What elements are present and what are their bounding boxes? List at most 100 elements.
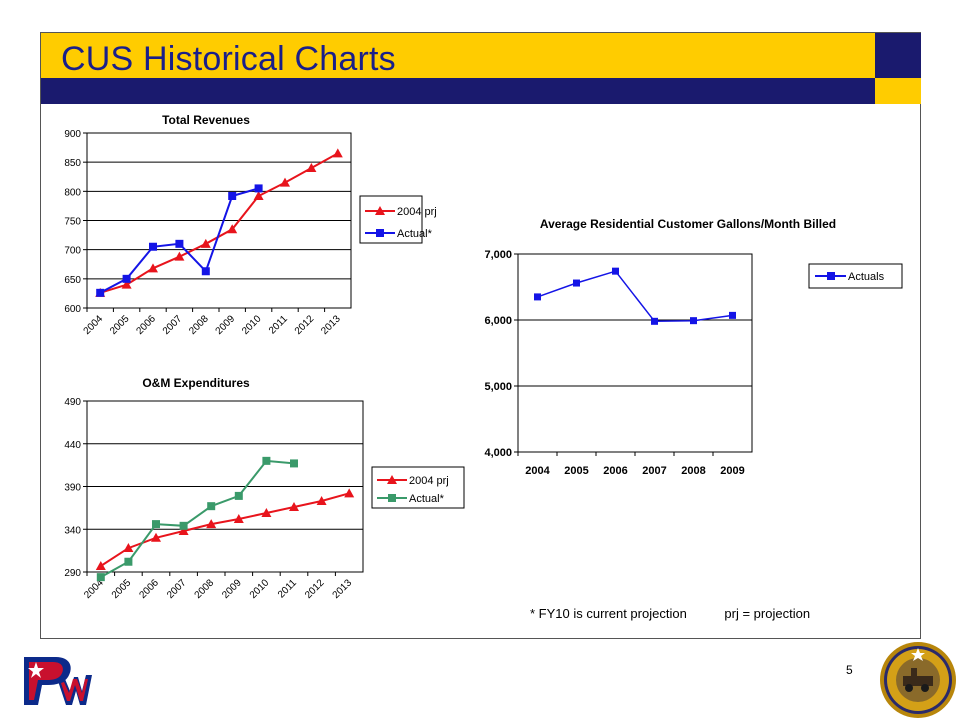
x-tick-label: 2008 (681, 465, 705, 477)
legend-box (359, 195, 423, 244)
y-tick-label: 5,000 (484, 381, 512, 393)
data-point-square (254, 184, 263, 193)
data-point-square (96, 288, 105, 297)
data-point-triangle (289, 502, 299, 512)
data-point-triangle (206, 519, 217, 529)
data-point-triangle (332, 148, 343, 158)
data-point-triangle (261, 508, 272, 518)
y-tick-label: 6,000 (484, 315, 512, 327)
x-tick-label: 2005 (110, 577, 134, 601)
legend-marker-square (388, 494, 396, 502)
x-tick-label: 2010 (248, 577, 272, 601)
data-point-square (690, 317, 697, 325)
data-point-triangle (280, 177, 290, 187)
corner-block-yellow (875, 78, 921, 104)
data-point-square (729, 311, 736, 319)
data-point-triangle (151, 532, 161, 542)
data-point-square (228, 192, 237, 200)
chart-title: O&M Expenditures (142, 376, 250, 390)
legend-label: Actuals (848, 271, 885, 283)
x-tick-label: 2011 (267, 313, 290, 336)
legend: 2004 prj Actual* (359, 195, 437, 244)
legend-box (371, 466, 465, 509)
corner-block-navy (875, 33, 921, 78)
data-point-square (149, 242, 157, 251)
data-point-square (573, 279, 580, 287)
title-bar (41, 33, 875, 78)
x-tick-label: 2004 (525, 465, 550, 477)
x-tick-label: 2006 (603, 465, 627, 477)
data-point-triangle (233, 513, 244, 523)
data-point-square (651, 317, 658, 325)
footnote: * FY10 is current projection prj = proje… (530, 606, 810, 621)
city-seal-icon (880, 642, 956, 718)
x-tick-label: 2012 (303, 577, 327, 601)
y-tick-label: 700 (64, 246, 81, 257)
chart-total-revenues: Total Revenues 600 650 700 750 800 850 900 2004… (64, 113, 436, 337)
data-point-triangle (174, 251, 185, 261)
footnote-prj-definition: prj = projection (724, 606, 811, 621)
footnote-projection: * FY10 is current projection (530, 606, 687, 621)
x-tick-label: 2007 (642, 465, 666, 477)
page-title: CUS Historical Charts (61, 40, 396, 78)
y-tick-label: 650 (64, 275, 81, 286)
legend-marker-square (827, 272, 835, 280)
data-point-triangle (200, 238, 211, 248)
legend-marker-triangle (375, 206, 385, 215)
x-tick-label: 2013 (319, 313, 343, 337)
y-tick-label: 490 (64, 397, 81, 408)
legend: 2004 prj Actual* (371, 466, 465, 509)
x-tick-label: 2005 (564, 465, 588, 477)
data-point-square (152, 520, 160, 529)
x-tick-label: 2009 (220, 577, 244, 601)
x-tick-label: 2013 (331, 577, 355, 601)
data-point-triangle (148, 263, 158, 273)
chart-title: Average Residential Customer Gallons/Mon… (540, 217, 836, 231)
data-point-square (96, 573, 105, 582)
data-point-square (201, 267, 210, 276)
x-tick-label: 2006 (137, 577, 161, 601)
x-tick-label: 2012 (293, 313, 317, 337)
data-point-square (124, 557, 133, 566)
plot-area (517, 253, 753, 453)
x-tick-label: 2009 (214, 313, 238, 337)
data-point-triangle (344, 488, 355, 498)
legend-label: Actual* (397, 228, 433, 240)
data-point-square (234, 491, 243, 500)
x-tick-label: 2010 (240, 313, 264, 337)
x-tick-label: 2007 (165, 577, 189, 601)
data-point-square (290, 459, 298, 468)
x-tick-label: 2005 (108, 313, 132, 337)
series-line (537, 270, 733, 323)
legend-label: 2004 prj (397, 206, 437, 218)
x-tick-label: 2008 (187, 313, 211, 337)
x-tick-label: 2006 (134, 313, 158, 337)
data-point-square (175, 239, 184, 248)
x-tick-label: 2007 (161, 313, 185, 337)
page-number: 5 (846, 663, 853, 677)
y-tick-label: 7,000 (484, 249, 512, 261)
data-point-triangle (306, 163, 317, 172)
y-tick-label: 4,000 (484, 447, 512, 459)
legend-label: 2004 prj (409, 475, 449, 487)
data-point-square (179, 521, 188, 530)
chart-title: Total Revenues (162, 113, 250, 127)
y-tick-label: 390 (64, 483, 81, 494)
data-point-triangle (121, 279, 132, 289)
x-tick-label: 2009 (720, 465, 744, 477)
y-tick-label: 340 (64, 525, 81, 536)
data-point-triangle (178, 525, 189, 535)
x-tick-label: 2004 (82, 313, 106, 337)
data-point-square (262, 456, 271, 465)
y-tick-label: 800 (64, 187, 81, 198)
data-point-triangle (227, 224, 238, 234)
data-point-square (534, 293, 541, 301)
series-line (100, 459, 295, 578)
legend: Actuals (808, 263, 903, 289)
pw-logo-icon (24, 657, 92, 705)
y-tick-label: 600 (64, 304, 81, 315)
data-point-triangle (123, 543, 134, 553)
data-point-square (612, 267, 619, 275)
